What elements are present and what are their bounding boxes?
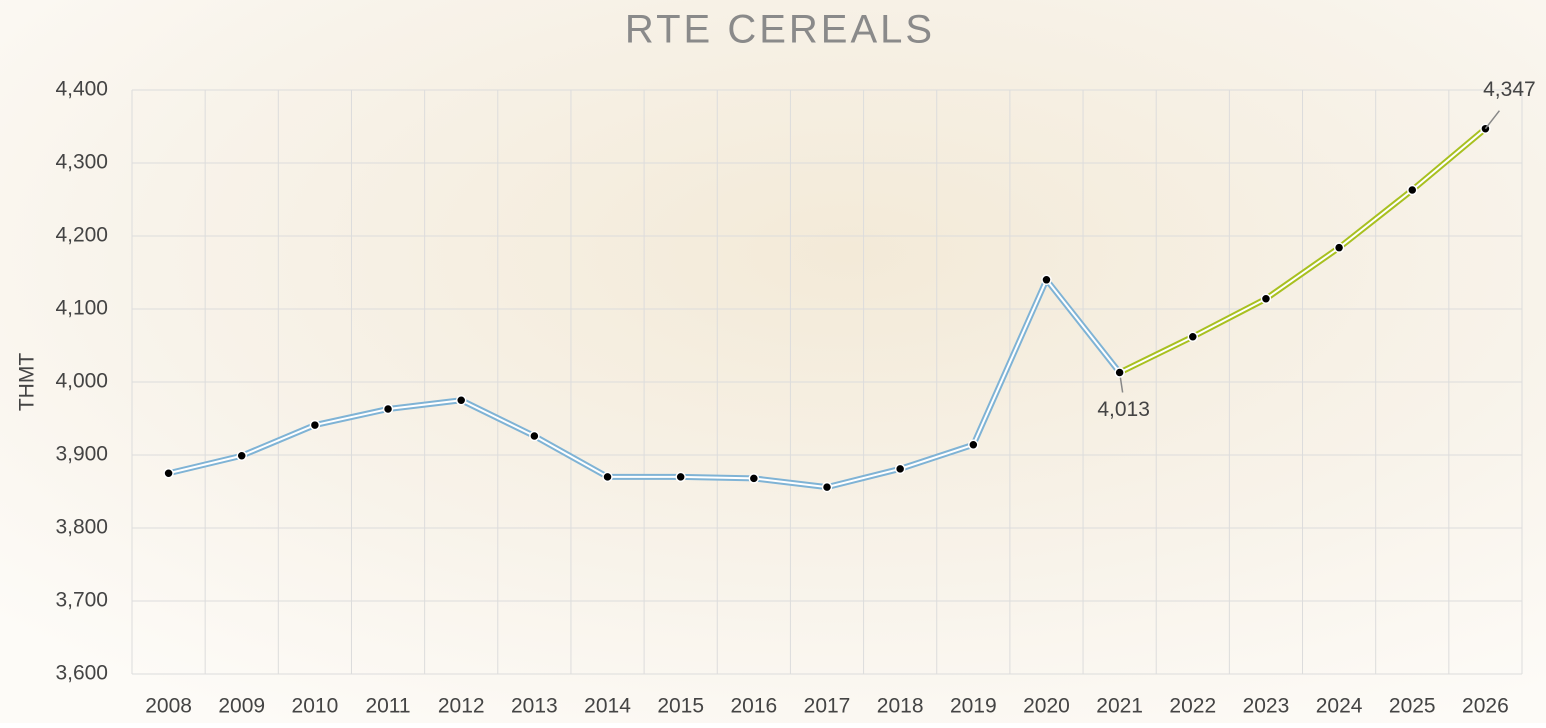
x-tick-label: 2009 — [218, 695, 265, 718]
x-tick-label: 2019 — [950, 695, 997, 718]
data-point — [530, 432, 539, 441]
data-point — [237, 451, 246, 460]
x-tick-label: 2014 — [584, 695, 631, 718]
data-point — [749, 474, 758, 483]
data-point — [310, 421, 319, 430]
data-point — [896, 464, 905, 473]
data-point — [823, 483, 832, 492]
data-point — [1042, 275, 1051, 284]
data-point — [1261, 294, 1270, 303]
y-tick-label: 3,600 — [55, 662, 108, 685]
data-point — [1408, 186, 1417, 195]
x-tick-label: 2008 — [145, 695, 192, 718]
x-tick-label: 2025 — [1389, 695, 1436, 718]
y-tick-label: 4,200 — [55, 224, 108, 247]
x-tick-label: 2011 — [365, 695, 410, 718]
chart: RTE CEREALS THMT 3,600 3,700 3,800 3,900 4,0… — [0, 0, 1546, 723]
y-tick-label: 4,100 — [55, 297, 108, 320]
y-tick-label: 3,700 — [55, 589, 108, 612]
data-point — [603, 472, 612, 481]
data-point — [969, 440, 978, 449]
data-point — [1335, 243, 1344, 252]
data-point — [384, 405, 393, 414]
x-tick-label: 2015 — [657, 695, 704, 718]
x-tick-label: 2010 — [292, 695, 339, 718]
x-tick-label: 2024 — [1316, 695, 1363, 718]
y-tick-label: 4,000 — [55, 370, 108, 393]
x-tick-label: 2013 — [511, 695, 558, 718]
chart-title: RTE CEREALS — [625, 8, 935, 52]
data-point — [1115, 368, 1124, 377]
x-tick-label: 2012 — [438, 695, 485, 718]
background — [0, 0, 1546, 723]
x-tick-label: 2017 — [804, 695, 851, 718]
x-tick-label: 2021 — [1096, 695, 1143, 718]
x-tick-label: 2016 — [730, 695, 777, 718]
data-point — [457, 396, 466, 405]
x-tick-label: 2023 — [1243, 695, 1290, 718]
x-tick-label: 2020 — [1023, 695, 1070, 718]
x-tick-label: 2022 — [1169, 695, 1216, 718]
data-point — [1188, 332, 1197, 341]
y-tick-label: 4,300 — [55, 151, 108, 174]
y-axis-label: THMT — [16, 353, 39, 411]
data-point — [676, 472, 685, 481]
data-point — [164, 469, 173, 478]
y-tick-label: 3,900 — [55, 443, 108, 466]
x-tick-label: 2026 — [1462, 695, 1509, 718]
y-tick-label: 4,400 — [55, 78, 108, 101]
x-tick-label: 2018 — [877, 695, 924, 718]
y-tick-label: 3,800 — [55, 516, 108, 539]
data-label: 4,347 — [1483, 78, 1536, 101]
data-label: 4,013 — [1097, 398, 1150, 421]
